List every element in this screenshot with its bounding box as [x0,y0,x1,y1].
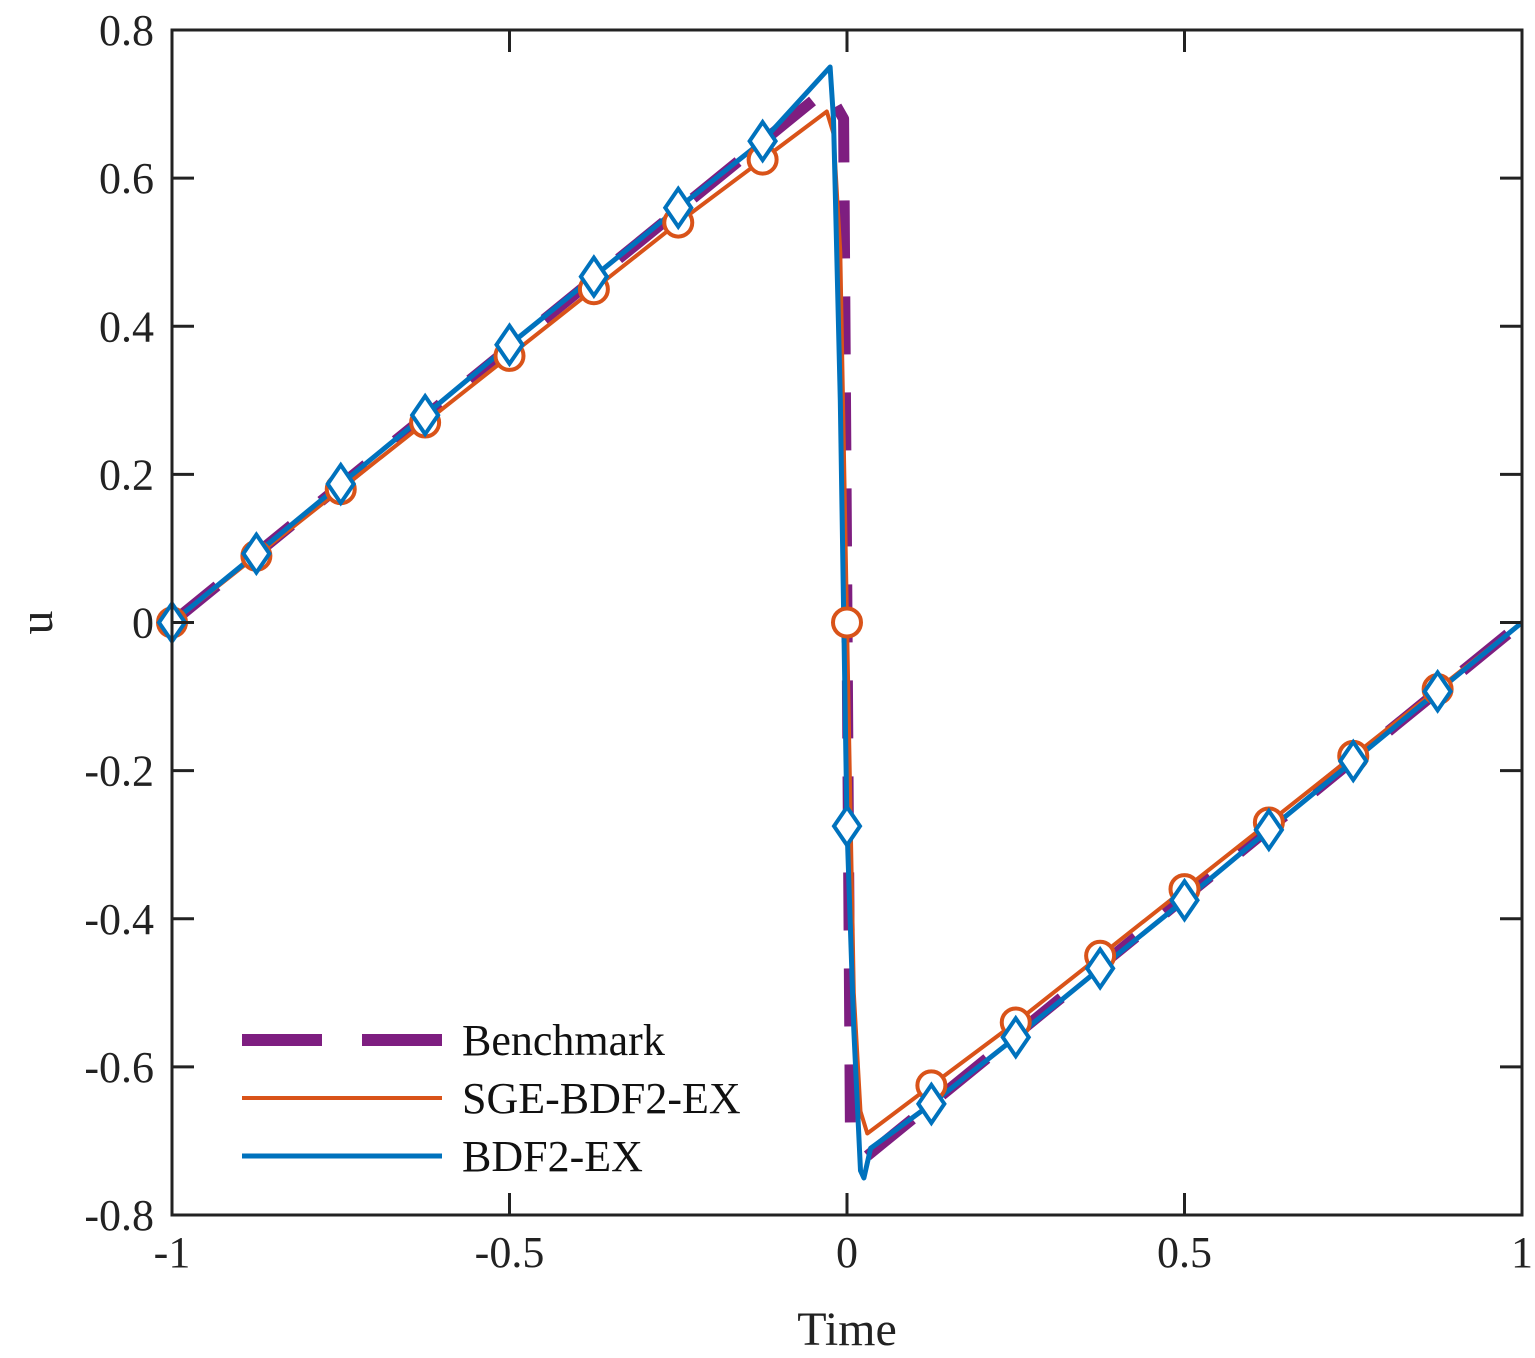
tick-labels-group: -1 -0.5 0 0.5 1 -0.8 -0.6 -0.4 -0.2 0 0.2 0.4 0.6 0.8 [84,6,1533,1277]
y-tick-label: -0.8 [84,1191,154,1240]
x-tick-label: 0 [836,1228,858,1277]
marker-bdf2-ex [240,531,272,577]
marker-bdf2-ex [1169,877,1200,923]
marker-bdf2-ex [494,322,525,368]
marker-bdf2-ex [1253,807,1285,853]
marker-bdf2-ex [1084,945,1116,991]
marker-bdf2-ex [831,803,863,849]
legend-label-benchmark: Benchmark [462,1016,665,1065]
marker-bdf2-ex [325,461,357,507]
marker-bdf2-ex [747,118,779,164]
x-tick-label: 1 [1511,1228,1533,1277]
y-tick-label: 0.4 [99,302,154,351]
y-tick-label: 0.8 [99,6,154,55]
y-tick-label: -0.4 [84,895,154,944]
marker-bdf2-ex [1337,738,1369,784]
marker-bdf2-ex [409,392,441,438]
x-tick-label: -1 [154,1228,191,1277]
marker-bdf2-ex [662,185,694,231]
x-tick-label: -0.5 [475,1228,545,1277]
marker-bdf2-ex [1000,1014,1032,1060]
y-axis-label: u [10,611,63,635]
marker-bdf2-ex [915,1081,947,1127]
legend-label-sge-bdf2-ex: SGE-BDF2-EX [462,1074,741,1123]
legend-label-bdf2-ex: BDF2-EX [462,1132,643,1181]
y-tick-label: -0.6 [84,1043,154,1092]
axis-ticks-group [170,28,1524,1217]
marker-sge-bdf2-ex [831,606,863,639]
marker-bdf2-ex [578,254,610,300]
y-tick-label: 0.2 [99,450,154,499]
legend: Benchmark SGE-BDF2-EX BDF2-EX [242,1016,741,1181]
y-tick-label: -0.2 [84,747,154,796]
x-axis-label: Time [797,1303,897,1356]
y-tick-label: 0.6 [99,154,154,203]
marker-bdf2-ex [1422,668,1454,714]
y-tick-label: 0 [132,599,154,648]
x-tick-label: 0.5 [1157,1228,1212,1277]
